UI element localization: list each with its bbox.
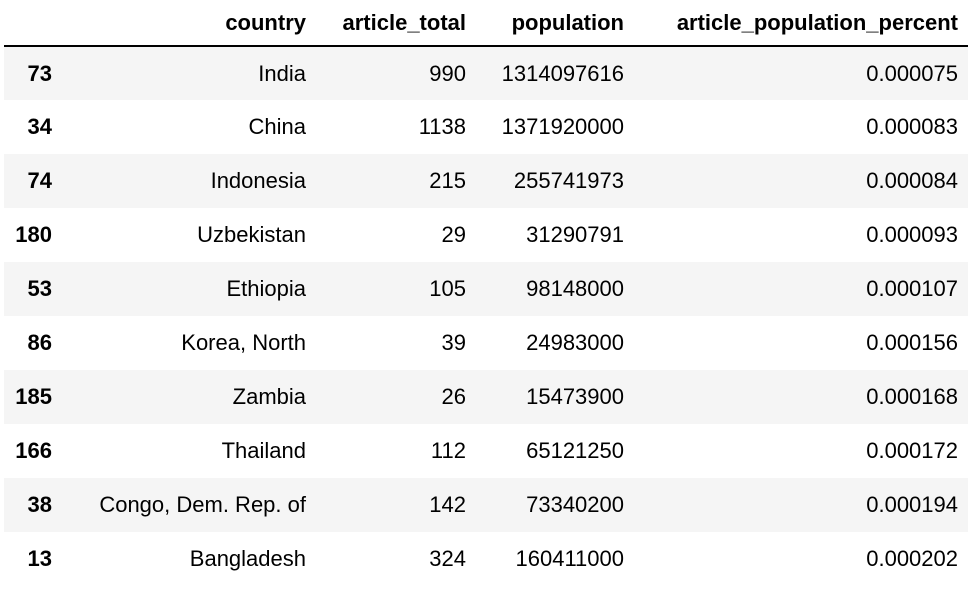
- row-index: 73: [27, 60, 52, 86]
- article-total-cell: 990: [429, 60, 466, 86]
- row-index: 13: [27, 546, 52, 571]
- table-row: 180 Uzbekistan 29 31290791 0.000093: [4, 208, 968, 262]
- header-row: country article_total population article…: [4, 0, 968, 47]
- article-population-percent-cell: 0.000156: [866, 330, 958, 355]
- article-population-percent-cell: 0.000194: [866, 492, 958, 517]
- country-cell: Bangladesh: [189, 546, 306, 571]
- population-header: population: [476, 0, 634, 47]
- population-cell: 73340200: [526, 492, 624, 517]
- article-population-percent-cell: 0.000093: [866, 222, 958, 247]
- row-index: 166: [15, 438, 52, 463]
- population-cell: 24983000: [526, 330, 624, 355]
- population-cell: 65121250: [526, 438, 624, 463]
- row-index: 38: [27, 492, 52, 517]
- row-index: 185: [15, 384, 52, 409]
- table-row: 73 India 990 1314097616 0.000075: [4, 46, 968, 100]
- article-total-cell: 324: [429, 546, 466, 571]
- article-total-header: article_total: [316, 0, 476, 47]
- table-header: country article_total population article…: [4, 0, 968, 47]
- row-index: 34: [27, 114, 52, 139]
- article-population-percent-cell: 0.000107: [866, 276, 958, 301]
- article-total-cell: 105: [429, 276, 466, 301]
- article-total-cell: 142: [429, 492, 466, 517]
- table-row: 38 Congo, Dem. Rep. of 142 73340200 0.000194: [4, 478, 968, 532]
- country-cell: Congo, Dem. Rep. of: [99, 492, 306, 517]
- article-population-percent-header: article_population_percent: [634, 0, 968, 47]
- country-cell: Uzbekistan: [197, 222, 306, 247]
- row-index: 86: [27, 330, 52, 355]
- country-cell: Thailand: [221, 438, 306, 463]
- table-row: 86 Korea, North 39 24983000 0.000156: [4, 316, 968, 370]
- population-cell: 160411000: [515, 546, 625, 571]
- population-cell: 1314097616: [501, 60, 624, 86]
- table-row: 185 Zambia 26 15473900 0.000168: [4, 370, 968, 424]
- population-cell: 1371920000: [501, 114, 624, 139]
- article-population-percent-cell: 0.000202: [866, 546, 958, 571]
- index-header: [4, 0, 62, 47]
- country-cell: Zambia: [232, 384, 306, 409]
- table-row: 166 Thailand 112 65121250 0.000172: [4, 424, 968, 478]
- table-row: 53 Ethiopia 105 98148000 0.000107: [4, 262, 968, 316]
- article-total-cell: 112: [430, 438, 466, 463]
- population-cell: 98148000: [526, 276, 624, 301]
- population-cell: 255741973: [513, 168, 624, 193]
- table-row: 74 Indonesia 215 255741973 0.000084: [4, 154, 968, 208]
- article-total-cell: 1138: [418, 114, 466, 139]
- article-total-cell: 26: [441, 384, 466, 409]
- country-cell: Ethiopia: [226, 276, 306, 301]
- country-cell: China: [248, 114, 306, 139]
- table-body: 73 India 990 1314097616 0.000075 34 China 1138 1…: [4, 46, 968, 586]
- article-population-percent-cell: 0.000083: [866, 114, 958, 139]
- article-population-percent-cell: 0.000172: [866, 438, 958, 463]
- country-cell: Korea, North: [181, 330, 306, 355]
- dataframe-table: country article_total population article…: [4, 0, 968, 586]
- country-cell: India: [258, 60, 306, 86]
- population-cell: 31290791: [526, 222, 624, 247]
- row-index: 74: [27, 168, 52, 193]
- row-index: 53: [27, 276, 52, 301]
- country-cell: Indonesia: [210, 168, 306, 193]
- row-index: 180: [15, 222, 52, 247]
- article-population-percent-cell: 0.000168: [866, 384, 958, 409]
- table-row: 34 China 1138 1371920000 0.000083: [4, 100, 968, 154]
- article-total-cell: 215: [429, 168, 466, 193]
- country-header: country: [62, 0, 316, 47]
- population-cell: 15473900: [526, 384, 624, 409]
- article-population-percent-cell: 0.000084: [866, 168, 958, 193]
- table-row: 13 Bangladesh 324 160411000 0.000202: [4, 532, 968, 586]
- article-population-percent-cell: 0.000075: [866, 60, 958, 86]
- article-total-cell: 29: [441, 222, 466, 247]
- article-total-cell: 39: [441, 330, 466, 355]
